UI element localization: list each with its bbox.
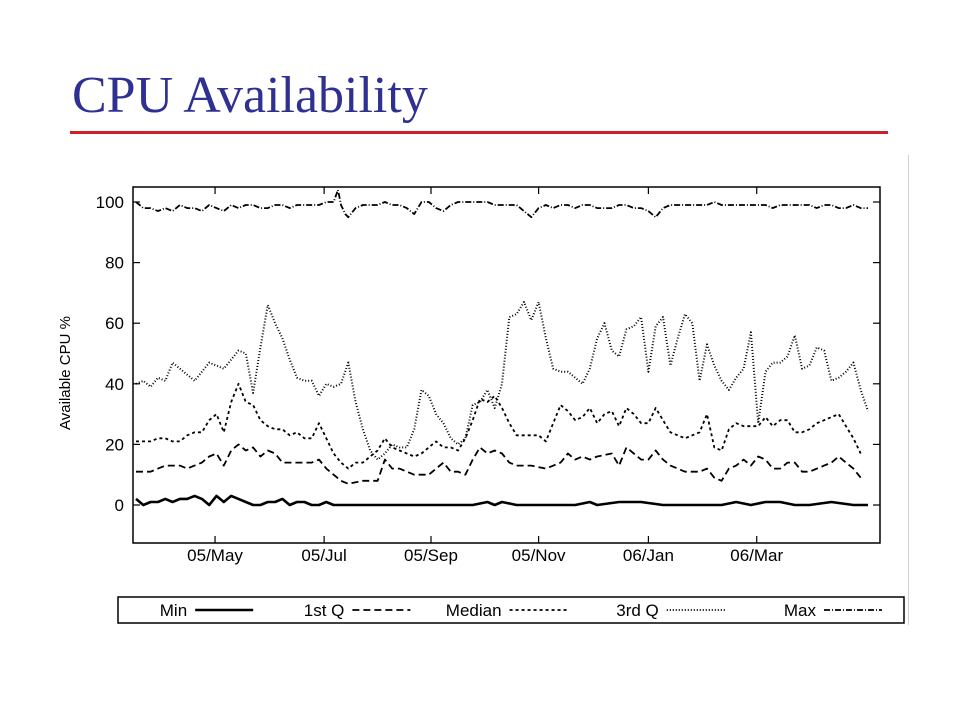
cpu-availability-chart: 0 20 40 60 80 100 05/May 05/Jul 05/Sep 05/Nov 06/J…: [57, 186, 905, 624]
series-line-3rd-q: [135, 301, 869, 461]
y-axis-label: Available CPU %: [57, 316, 74, 430]
y-tick-label: 20: [105, 435, 124, 454]
y-tick-label: 60: [105, 314, 124, 333]
slide-title: CPU Availability: [72, 67, 428, 124]
legend-label: 3rd Q: [616, 601, 659, 620]
legend-label: Min: [160, 601, 187, 620]
y-tick-label: 100: [96, 193, 124, 212]
series-line-max: [135, 189, 868, 219]
chart-figure: 0 20 40 60 80 100 05/May 05/Jul 05/Sep 05/Nov 06/J…: [48, 155, 909, 625]
series-line-1st-q: [136, 443, 862, 485]
y-tick-label: 40: [105, 375, 124, 394]
series-line-min: [135, 494, 868, 507]
x-tick-label: 06/Mar: [730, 546, 783, 565]
legend-label: 1st Q: [304, 601, 345, 620]
x-tick-label: 05/May: [187, 546, 243, 565]
x-tick-label: 05/Nov: [512, 546, 566, 565]
x-tick-label: 05/Jul: [301, 546, 346, 565]
x-tick-label: 05/Sep: [404, 546, 458, 565]
y-tick-label: 0: [115, 496, 124, 515]
legend-label: Median: [446, 601, 502, 620]
legend-label: Max: [784, 601, 817, 620]
series-line-median: [136, 382, 862, 470]
title-underline: [70, 131, 888, 134]
x-tick-label: 06/Jan: [623, 546, 674, 565]
y-tick-label: 80: [105, 254, 124, 273]
plot-area: [132, 186, 881, 544]
